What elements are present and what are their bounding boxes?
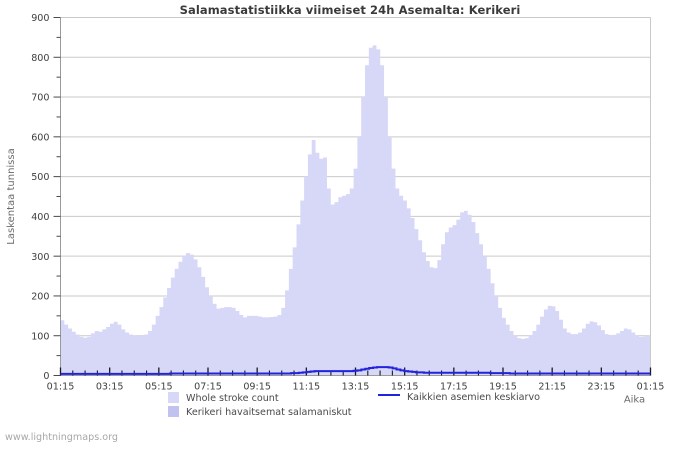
x-axis-tick-label: 17:15 [440,382,468,393]
x-axis-tick-label: 01:15 [637,382,665,393]
y-axis-tick-label: 300 [31,252,49,263]
y-axis-tick-label: 800 [31,53,49,64]
legend-label-station-strokes: Kerikeri havaitsemat salamaniskut [186,407,352,418]
y-axis-tick-label: 700 [31,93,49,104]
y-axis-tick-label: 200 [31,292,49,303]
x-axis-tick-label: 19:15 [489,382,517,393]
legend-label-whole-stroke-count: Whole stroke count [186,393,279,404]
x-axis-tick-label: 01:15 [47,382,75,393]
series-area-whole-stroke-count [60,45,651,376]
legend-label-all-stations-average: Kaikkien asemien keskiarvo [407,392,541,403]
y-axis-tick-label: 400 [31,212,49,223]
y-axis-tick-label: 100 [31,331,49,342]
y-axis-title: Laskentaa tunnissa [6,148,17,244]
footer-credit: www.lightningmaps.org [5,432,118,443]
series-line-all-stations-average [60,366,651,375]
x-axis-tick-label: 15:15 [391,382,419,393]
y-axis-tick-label: 600 [31,132,49,143]
x-axis-tick-label: 09:15 [243,382,271,393]
x-axis-tick-label: 03:15 [96,382,124,393]
legend-swatch-whole-stroke-count [168,392,179,403]
x-axis-tick-label: 05:15 [145,382,173,393]
chart-legend: Whole stroke count Kerikeri havaitsemat … [0,392,700,422]
legend-item-whole-stroke-count: Whole stroke count [168,392,279,404]
x-axis-tick-label: 21:15 [538,382,566,393]
legend-line-all-stations-average [378,394,400,396]
x-axis-tick-label: 07:15 [194,382,222,393]
x-axis-tick-label: 23:15 [588,382,616,393]
y-axis-tick-label: 500 [31,172,49,183]
legend-item-all-stations-average: Kaikkien asemien keskiarvo [378,392,540,403]
legend-swatch-station-strokes [168,406,179,417]
x-axis-tick-label: 11:15 [293,382,321,393]
chart-title: Salamastatistiikka viimeiset 24h Asemalt… [179,3,521,17]
x-axis-tick-label: 13:15 [342,382,370,393]
y-axis-tick-label: 900 [31,13,49,24]
x-axis-title: Aika [624,395,645,406]
y-axis-tick-label: 0 [43,371,49,382]
legend-item-station-strokes: Kerikeri havaitsemat salamaniskut [168,406,351,418]
